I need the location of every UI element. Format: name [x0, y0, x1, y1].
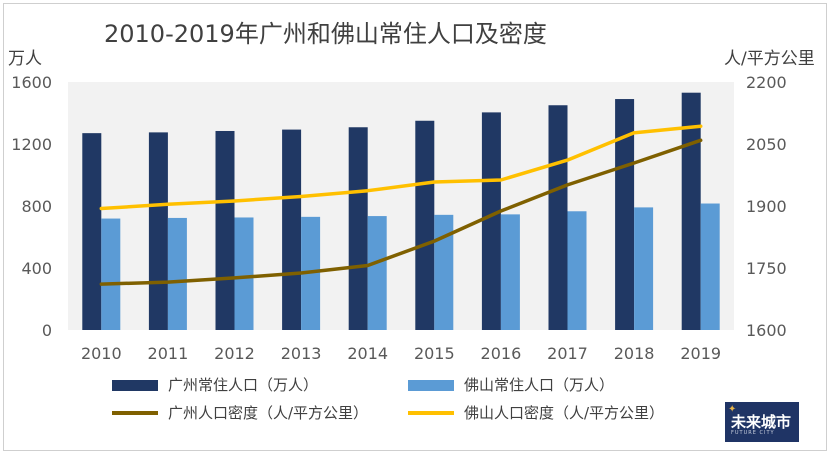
y-left-tick-label: 400 — [21, 259, 52, 278]
y-right-tick-label: 1750 — [746, 259, 787, 278]
bar-guangzhou-population — [282, 129, 302, 330]
y-left-tick-label: 1200 — [11, 135, 52, 154]
logo-star-icon: ✦ — [728, 404, 737, 415]
bar-foshan-population — [234, 217, 254, 330]
y-right-tick-label: 2050 — [746, 135, 787, 154]
bar-guangzhou-population — [215, 130, 235, 330]
left-axis-unit: 万人 — [8, 49, 42, 69]
right-axis-unit: 人/平方公里 — [724, 49, 815, 69]
line-foshan-density — [99, 124, 703, 211]
y-right-tick-label: 2200 — [746, 73, 787, 92]
bar-foshan-population — [101, 218, 121, 330]
bar-guangzhou-population — [348, 127, 368, 330]
x-tick-label: 2013 — [281, 344, 322, 363]
x-tick-label: 2012 — [214, 344, 255, 363]
legend-swatch-2 — [112, 411, 158, 415]
bar-foshan-population — [634, 207, 654, 330]
bar-guangzhou-population — [481, 112, 501, 330]
bar-foshan-population — [434, 214, 454, 330]
x-tick-label: 2018 — [614, 344, 655, 363]
y-left-tick-label: 1600 — [11, 73, 52, 92]
bar-foshan-population — [567, 211, 587, 330]
bar-foshan-population — [500, 214, 520, 330]
line-guangzhou-density — [99, 138, 703, 286]
legend-swatch-3 — [408, 411, 454, 415]
bar-guangzhou-population — [615, 99, 635, 330]
legend-label-3: 佛山人口密度（人/平方公里） — [464, 404, 665, 422]
bar-guangzhou-population — [548, 105, 568, 330]
legend-swatch-0 — [112, 380, 158, 391]
y-right-tick-label: 1600 — [746, 321, 787, 340]
bar-guangzhou-population — [148, 132, 168, 330]
x-tick-label: 2015 — [414, 344, 455, 363]
y-left-tick-label: 0 — [42, 321, 52, 340]
bar-foshan-population — [367, 216, 387, 330]
bar-foshan-population — [700, 203, 720, 330]
logo-text: 未来城市 — [731, 413, 792, 431]
x-tick-label: 2019 — [680, 344, 721, 363]
y-right-tick-label: 1900 — [746, 197, 787, 216]
bar-guangzhou-population — [681, 92, 701, 330]
x-tick-label: 2016 — [481, 344, 522, 363]
legend-label-1: 佛山常住人口（万人） — [464, 376, 615, 394]
y-left-tick-label: 800 — [21, 197, 52, 216]
logo-subtext: FUTURE CITY — [731, 430, 775, 436]
legend-label-2: 广州人口密度（人/平方公里） — [168, 404, 369, 422]
x-tick-label: 2011 — [148, 344, 189, 363]
legend-label-0: 广州常住人口（万人） — [168, 376, 319, 394]
x-tick-label: 2010 — [81, 344, 122, 363]
future-city-logo: ✦ 未来城市 FUTURE CITY — [725, 402, 799, 442]
x-tick-label: 2017 — [547, 344, 588, 363]
chart-title: 2010-2019年广州和佛山常住人口及密度 — [104, 20, 547, 48]
x-tick-label: 2014 — [347, 344, 388, 363]
legend-swatch-1 — [408, 380, 454, 391]
bar-guangzhou-population — [415, 120, 435, 330]
bar-guangzhou-population — [82, 133, 102, 330]
bar-foshan-population — [167, 217, 187, 330]
